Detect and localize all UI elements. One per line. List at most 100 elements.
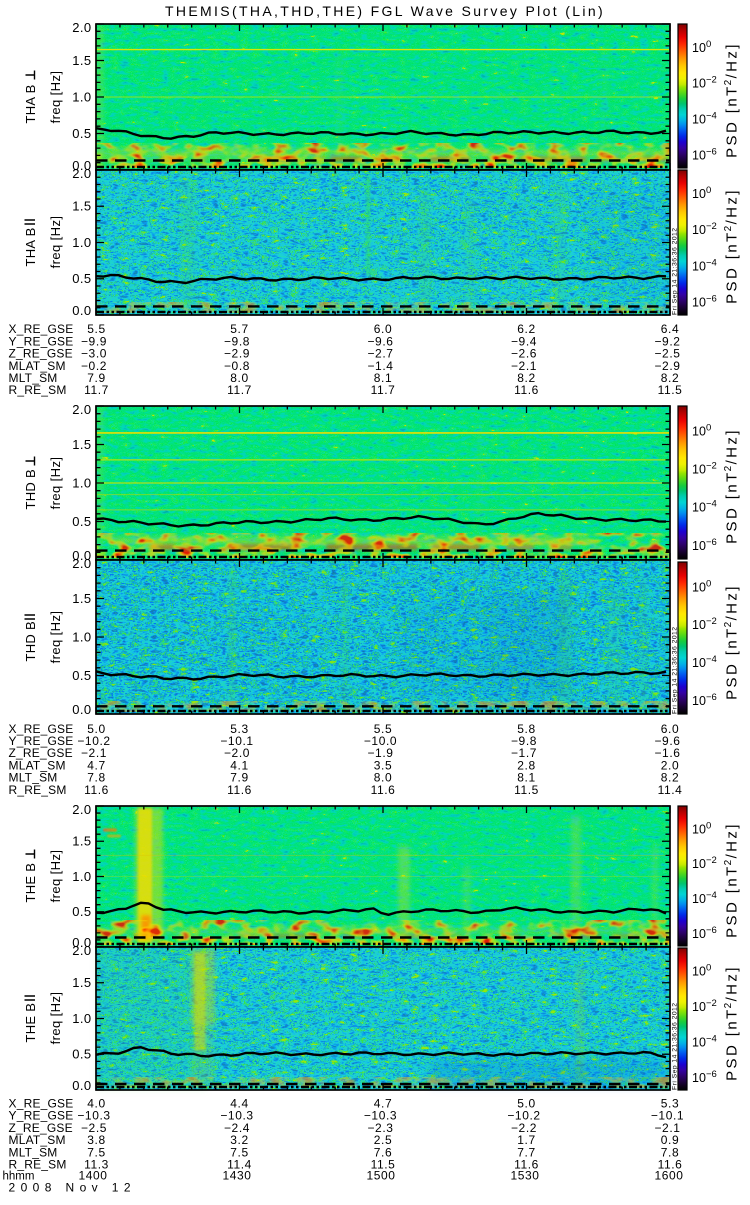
svg-text:10: 10 [692,501,706,515]
svg-text:1.5: 1.5 [72,975,91,990]
svg-text:11.6: 11.6 [371,783,396,797]
svg-text:6.2: 6.2 [517,322,535,336]
svg-text:5.5: 5.5 [374,722,392,736]
svg-text:2008 Nov 12: 2008 Nov 12 [9,1181,136,1195]
svg-text:0.0: 0.0 [72,548,91,563]
svg-text:−2: −2 [706,75,717,86]
svg-text:−2.1: −2.1 [511,359,537,373]
svg-text:11.7: 11.7 [227,383,252,397]
svg-text:7.7: 7.7 [517,1145,535,1159]
svg-text:8.2: 8.2 [661,771,679,785]
svg-text:11.6: 11.6 [84,783,109,797]
svg-text:R_RE_SM: R_RE_SM [9,1158,67,1172]
svg-text:10: 10 [692,223,706,237]
svg-text:PSD [nT2/Hz]: PSD [nT2/Hz] [723,188,741,304]
svg-text:−4: −4 [706,257,717,268]
svg-text:10: 10 [692,77,706,91]
svg-text:5.3: 5.3 [661,1097,679,1111]
svg-text:7.5: 7.5 [230,1145,248,1159]
svg-text:2.0: 2.0 [72,556,91,571]
svg-text:THEMIS(THA,THD,THE) FGL Wave S: THEMIS(THA,THD,THE) FGL Wave Survey Plot… [165,3,605,19]
svg-text:10: 10 [692,41,706,55]
svg-text:−9.8: −9.8 [224,334,250,348]
svg-text:−2: −2 [706,855,717,866]
svg-text:0: 0 [706,820,711,831]
svg-text:4.4: 4.4 [230,1097,248,1111]
svg-text:THE B: THE B [23,863,38,903]
svg-text:R_RE_SM: R_RE_SM [9,383,67,397]
svg-text:10: 10 [692,965,706,979]
svg-text:−4: −4 [706,654,717,665]
svg-text:THE B: THE B [23,1003,38,1043]
svg-text:7.6: 7.6 [374,1145,392,1159]
svg-text:2.0: 2.0 [72,943,91,958]
svg-text:2.8: 2.8 [517,758,535,772]
svg-text:−2.5: −2.5 [81,1121,107,1135]
svg-text:4.0: 4.0 [87,1097,105,1111]
svg-text:0.0: 0.0 [72,158,91,173]
svg-text:0.0: 0.0 [72,303,91,318]
svg-text:freq [Hz]: freq [Hz] [48,216,63,269]
svg-text:1.0: 1.0 [72,89,91,104]
svg-text:0.5: 0.5 [72,904,91,919]
svg-text:−1.7: −1.7 [511,746,537,760]
svg-text:5.5: 5.5 [87,322,105,336]
svg-text:11.3: 11.3 [84,1158,109,1172]
svg-text:11.7: 11.7 [84,383,109,397]
svg-text:8.0: 8.0 [374,771,392,785]
svg-text:freq [Hz]: freq [Hz] [48,850,63,903]
svg-text:10: 10 [692,462,706,476]
svg-text:10: 10 [692,149,706,163]
svg-text:−2.9: −2.9 [654,359,680,373]
svg-text:hhmm: hhmm [3,1171,35,1183]
svg-text:−6: −6 [706,294,717,305]
svg-text:10: 10 [692,927,706,941]
svg-text:freq [Hz]: freq [Hz] [48,71,63,124]
svg-text:6.0: 6.0 [661,722,679,736]
svg-text:11.4: 11.4 [227,1158,252,1172]
svg-text:−2.9: −2.9 [224,347,250,361]
svg-text:1.7: 1.7 [517,1133,535,1147]
svg-text:−9.6: −9.6 [654,734,680,748]
svg-text:−10.2: −10.2 [77,734,110,748]
svg-text:Z_RE_GSE: Z_RE_GSE [9,1121,73,1135]
svg-text:MLT_SM: MLT_SM [9,371,58,385]
svg-text:−1.9: −1.9 [367,746,393,760]
svg-text:−4: −4 [706,111,717,122]
svg-text:7.8: 7.8 [87,771,105,785]
svg-text:0: 0 [706,423,711,434]
svg-text:−1.6: −1.6 [654,746,680,760]
svg-text:0.0: 0.0 [72,935,91,950]
svg-text:PSD [nT2/Hz]: PSD [nT2/Hz] [723,428,741,544]
svg-text:−0.2: −0.2 [81,359,107,373]
svg-text:8.2: 8.2 [661,371,679,385]
svg-text:MLT_SM: MLT_SM [9,771,58,785]
svg-text:4.1: 4.1 [230,758,248,772]
svg-text:−10.0: −10.0 [364,734,397,748]
svg-text:1.0: 1.0 [72,869,91,884]
svg-text:−2.5: −2.5 [654,347,680,361]
svg-text:10: 10 [692,1071,706,1085]
svg-text:11.6: 11.6 [514,383,539,397]
svg-text:freq [Hz]: freq [Hz] [48,992,63,1045]
svg-text:2.0: 2.0 [72,802,91,817]
svg-text:−2.3: −2.3 [367,1121,393,1135]
svg-text:10: 10 [692,892,706,906]
svg-text:0: 0 [706,963,711,974]
svg-text:PSD [nT2/Hz]: PSD [nT2/Hz] [723,965,741,1081]
svg-text:1.0: 1.0 [72,475,91,490]
svg-text:−10.3: −10.3 [220,1109,253,1123]
svg-text:Fri Sep 14 21:36:36 2012: Fri Sep 14 21:36:36 2012 [672,227,679,315]
svg-text:10: 10 [692,1000,706,1014]
svg-text:11.6: 11.6 [658,1158,683,1172]
svg-text:MLAT_SM: MLAT_SM [9,1133,66,1147]
svg-text:7.5: 7.5 [87,1145,105,1159]
svg-text:MLT_SM: MLT_SM [9,1145,58,1159]
svg-text:R_RE_SM: R_RE_SM [9,783,67,797]
svg-text:8.2: 8.2 [517,371,535,385]
svg-text:−10.1: −10.1 [220,734,253,748]
svg-text:0.0: 0.0 [72,1078,91,1093]
svg-text:1.5: 1.5 [72,199,91,214]
svg-text:−2.2: −2.2 [511,1121,537,1135]
svg-text:−2.7: −2.7 [367,347,393,361]
